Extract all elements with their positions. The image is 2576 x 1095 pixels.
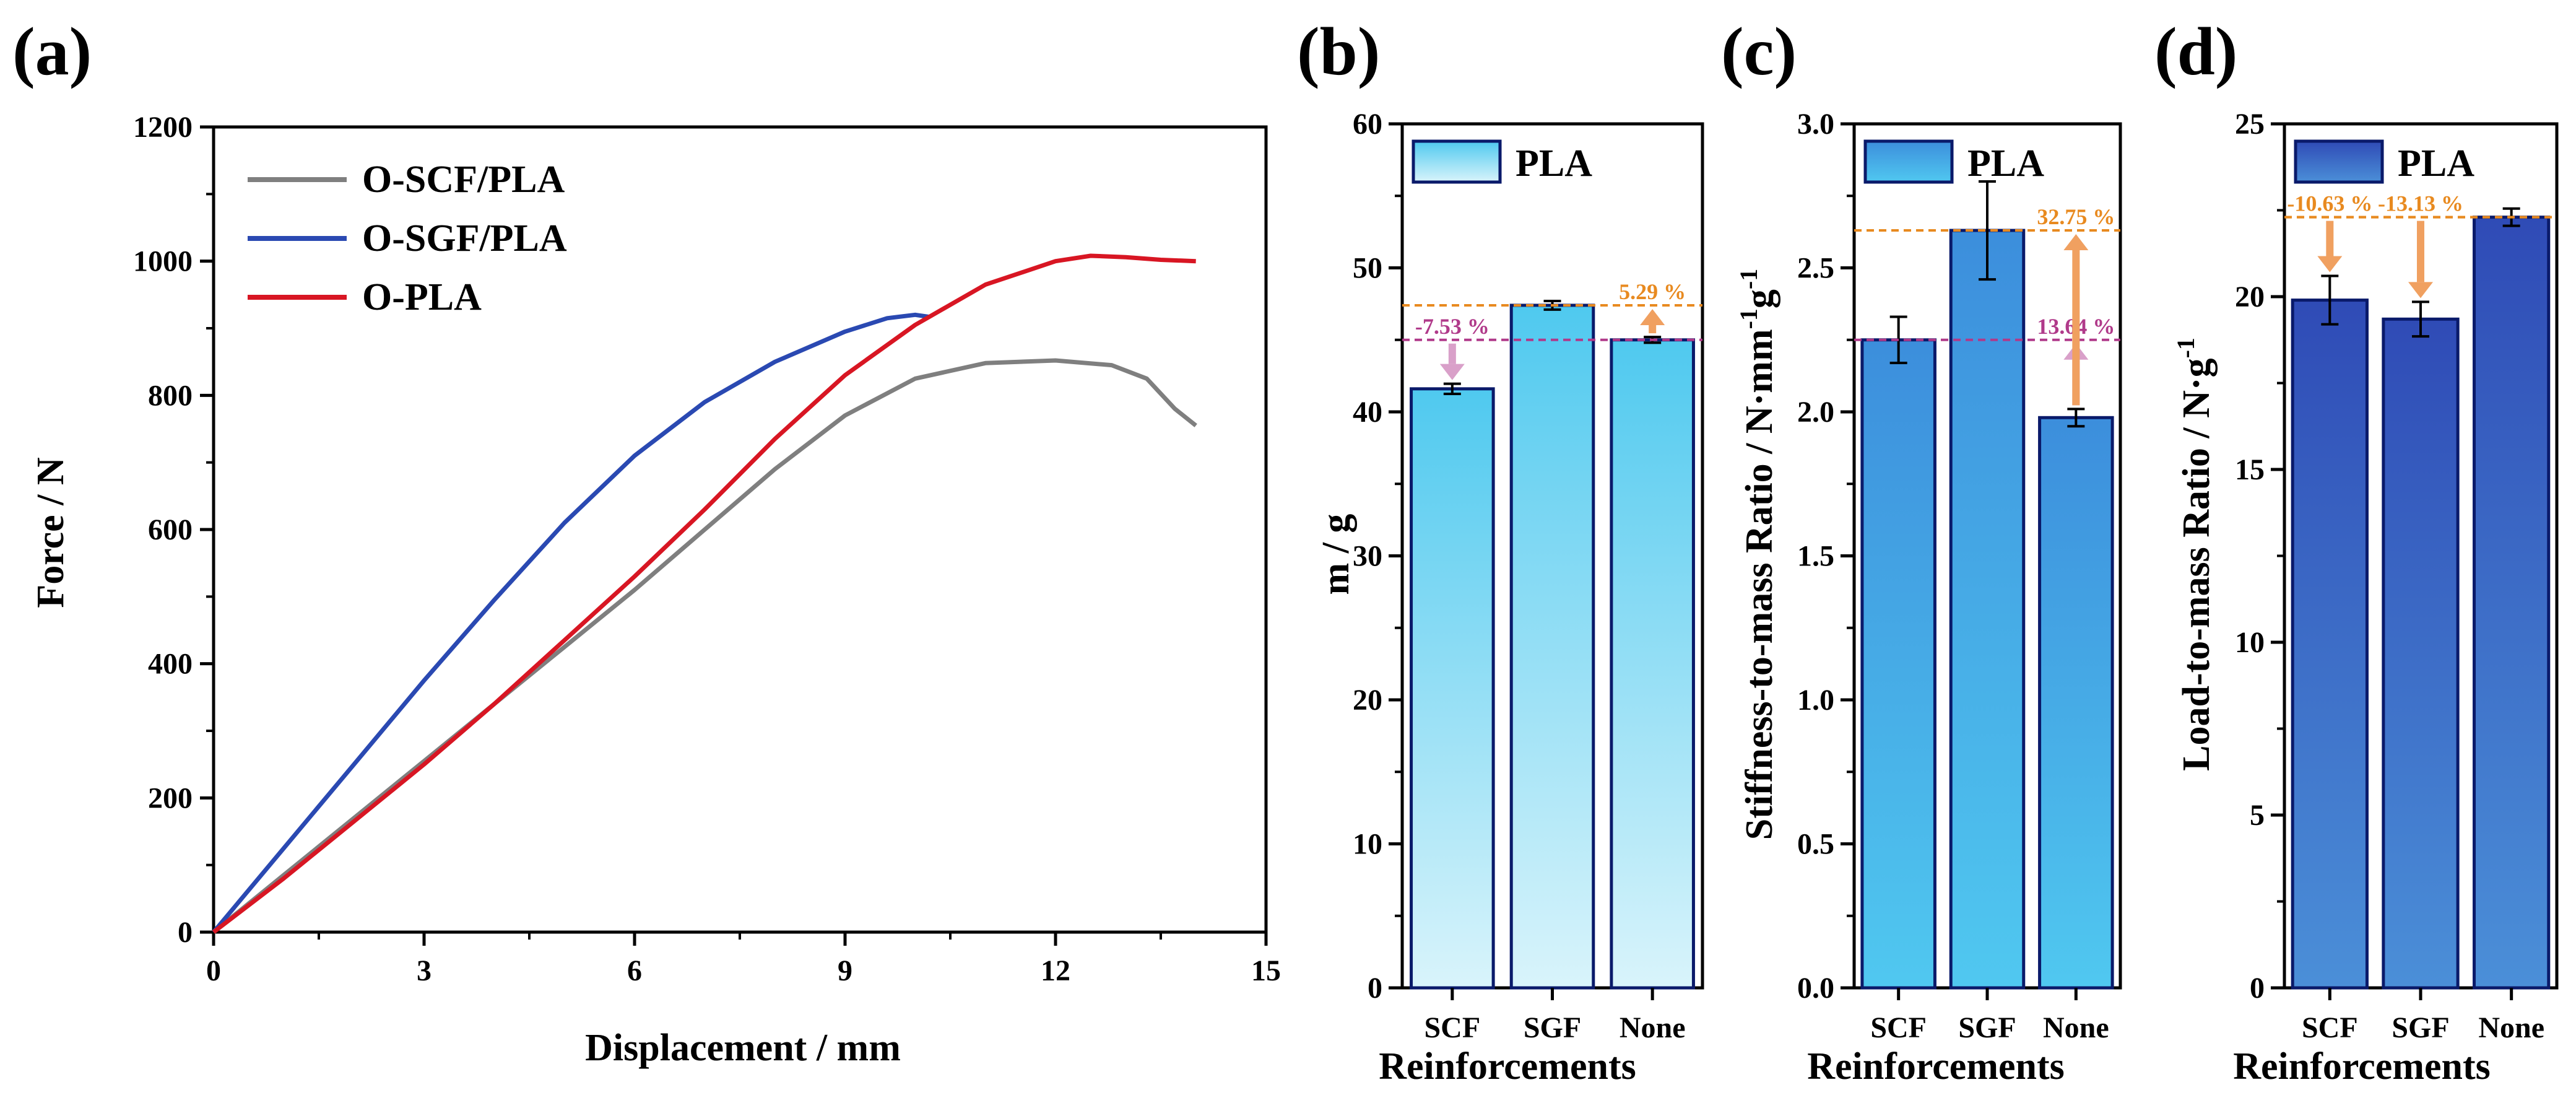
y-tick-label-a: 0 <box>178 916 193 949</box>
bar-sgf <box>2382 317 2460 990</box>
bar-none <box>1610 338 1695 990</box>
y-axis-title-b: m / g <box>1315 514 1357 595</box>
x-tick-label-scf: SCF <box>1424 1011 1480 1044</box>
annotation-label: -13.13 % <box>2378 191 2463 216</box>
bar-none <box>2038 416 2114 990</box>
annotation-arrowhead <box>2063 234 2089 251</box>
x-axis-title-a: Displacement / mm <box>585 1027 901 1069</box>
x-tick-label-a: 15 <box>1251 954 1281 987</box>
line-chart-a: 0 3 6 9 12 15 0 200 400 600 800 1000 1200 Displaceme… <box>30 111 1281 1069</box>
annotation-label: 32.75 % <box>2037 204 2115 229</box>
series-line-o-scf-pla <box>212 358 1197 934</box>
legend-label-sgf: O-SGF/PLA <box>362 217 567 260</box>
panel-label-b: (b) <box>1297 14 1380 89</box>
y-tick-label: 25 <box>2235 108 2265 141</box>
annotation-label: 5.29 % <box>1619 279 1686 304</box>
x-tick-label-a: 0 <box>206 954 221 987</box>
legend-label-pla: O-PLA <box>362 276 482 318</box>
x-tick-label-sgf: SGF <box>2392 1011 2449 1044</box>
y-tick-label: 0 <box>2250 972 2265 1005</box>
panel-label-a: (a) <box>12 14 92 89</box>
x-axis-title-b: Reinforcements <box>1379 1045 1636 1088</box>
x-tick-label-none: None <box>2478 1011 2544 1044</box>
annotation-arrowhead <box>2408 282 2433 299</box>
annotation-arrowhead <box>1439 364 1465 380</box>
x-tick-label-a: 12 <box>1041 954 1070 987</box>
y-tick-label: 1.5 <box>1797 540 1834 573</box>
x-tick-label-sgf: SGF <box>1958 1011 2016 1044</box>
bar-scf <box>2291 299 2369 990</box>
y-tick-label: 20 <box>1353 684 1382 717</box>
x-tick-label-a: 6 <box>627 954 642 987</box>
legend-label: PLA <box>1967 142 2044 185</box>
legend-label: PLA <box>1516 142 1592 185</box>
panel-label-d: (d) <box>2154 14 2237 89</box>
legend-swatch <box>1863 139 1954 184</box>
legend-swatch <box>1412 139 1502 184</box>
x-tick-label-scf: SCF <box>2302 1011 2358 1044</box>
y-axis-title-d: Load-to-mass Ratio / N·g-1 <box>2172 338 2218 771</box>
bar-scf <box>1860 338 1936 990</box>
legend-swatch <box>2294 139 2384 184</box>
legend-label-scf: O-SCF/PLA <box>362 159 565 201</box>
y-tick-label-a: 1200 <box>133 111 193 144</box>
annotation-label: -10.63 % <box>2287 191 2372 216</box>
y-tick-label-a: 200 <box>148 782 193 814</box>
y-tick-label: 20 <box>2235 281 2265 313</box>
y-tick-label: 50 <box>1353 252 1382 285</box>
annotation-arrowhead <box>1640 308 1665 325</box>
y-tick-label: 3.0 <box>1797 108 1834 141</box>
y-tick-label: 0.0 <box>1797 972 1834 1005</box>
series-line-o-pla <box>212 253 1196 934</box>
bar-sgf <box>1949 229 2026 990</box>
x-tick-label-none: None <box>1620 1011 1686 1044</box>
y-tick-label: 0.5 <box>1797 828 1834 861</box>
y-tick-label: 30 <box>1353 540 1382 573</box>
y-tick-label: 1.0 <box>1797 684 1834 717</box>
y-tick-label: 10 <box>1353 828 1382 861</box>
annotation-arrowhead <box>2317 256 2343 273</box>
y-tick-label: 2.5 <box>1797 252 1834 285</box>
bar-sgf <box>1509 303 1595 990</box>
legend-a: O-SCF/PLA O-SGF/PLA O-PLA <box>248 159 567 318</box>
y-tick-label: 40 <box>1353 396 1382 429</box>
bar-none <box>2473 216 2551 990</box>
annotation-label: -7.53 % <box>1415 314 1490 339</box>
y-tick-label: 15 <box>2235 453 2265 486</box>
x-axis-title-d: Reinforcements <box>2233 1045 2491 1088</box>
y-axis-title-a: Force / N <box>30 457 72 608</box>
y-tick-label-a: 800 <box>148 379 193 412</box>
series-line-o-sgf-pla <box>212 312 930 934</box>
panel-label-c: (c) <box>1721 14 1797 89</box>
y-tick-label: 2.0 <box>1797 396 1834 429</box>
y-tick-label: 5 <box>2250 799 2265 832</box>
y-axis-title-c: Stiffness-to-mass Ratio / N·mm-1g-1 <box>1735 269 1780 840</box>
y-tick-label-a: 1000 <box>133 245 193 278</box>
bar-scf <box>1410 387 1495 990</box>
y-tick-label: 10 <box>2235 626 2265 659</box>
x-tick-label-sgf: SGF <box>1524 1011 1581 1044</box>
x-tick-label-none: None <box>2043 1011 2109 1044</box>
x-tick-label-a: 3 <box>417 954 432 987</box>
legend-label: PLA <box>2398 142 2474 185</box>
x-axis-title-c: Reinforcements <box>1807 1045 2065 1088</box>
x-tick-label-a: 9 <box>838 954 852 987</box>
y-tick-label-a: 600 <box>148 513 193 546</box>
y-tick-label-a: 400 <box>148 648 193 681</box>
x-tick-label-scf: SCF <box>1870 1011 1927 1044</box>
y-tick-label: 60 <box>1353 108 1382 141</box>
y-tick-label: 0 <box>1368 972 1382 1005</box>
